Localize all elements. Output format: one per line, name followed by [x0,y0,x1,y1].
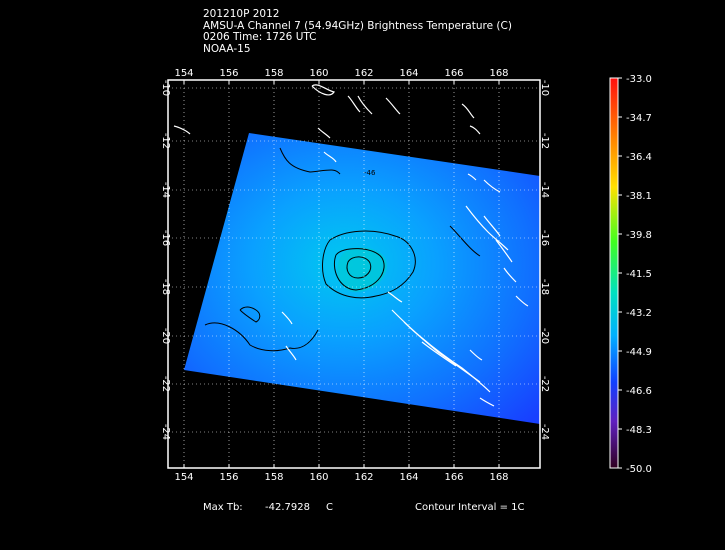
lon-label-bottom: 156 [219,472,238,483]
contour-interval: Contour Interval = 1C [415,502,525,513]
color-bar-label: -44.9 [626,347,652,358]
color-bar-label: -33.0 [626,74,652,85]
lat-label-right: -16 [539,230,550,246]
image-header: 201210P 2012 AMSU-A Channel 7 (54.94GHz)… [203,8,512,55]
lon-label-top: 156 [219,68,238,79]
lon-label-bottom: 168 [489,472,508,483]
max-tb-unit: C [326,502,333,513]
lon-label-bottom: 164 [399,472,418,483]
lat-label-left: -22 [160,376,171,392]
lat-label-right: -24 [539,424,550,440]
color-bar-label: -38.1 [626,191,652,202]
lat-label-right: -10 [539,80,550,96]
warm-core-region [337,247,387,292]
lat-label-left: -24 [160,424,171,440]
lon-label-top: 154 [174,68,193,79]
header-channel: AMSU-A Channel 7 (54.94GHz) Brightness T… [203,19,512,32]
coastlines [173,84,529,407]
contour-label: -46 [364,169,376,177]
header-time: 0206 Time: 1726 UTC [203,31,317,44]
color-bar [610,78,618,468]
lat-label-left: -12 [160,133,171,149]
lon-label-top: 166 [444,68,463,79]
color-bar-label: -48.3 [626,425,652,436]
lat-label-right: -12 [539,133,550,149]
lat-lon-grid [168,80,540,468]
lat-label-left: -20 [160,328,171,344]
lon-label-bottom: 162 [354,472,373,483]
lat-label-left: -18 [160,279,171,295]
color-bar-label: -34.7 [626,113,652,124]
lon-label-bottom: 154 [174,472,193,483]
axis-ticks [183,80,500,468]
contour-lines [204,147,481,352]
lon-label-bottom: 166 [444,472,463,483]
lat-label-left: -16 [160,230,171,246]
lat-label-left: -10 [160,80,171,96]
color-bar-label: -50.0 [626,464,652,475]
lon-label-top: 168 [489,68,508,79]
lon-label-top: 164 [399,68,418,79]
max-tb-value: -42.7928 [265,502,310,513]
lat-label-left: -14 [160,182,171,198]
color-bar-ticks [618,77,622,469]
lat-label-right: -14 [539,182,550,198]
lon-label-top: 158 [264,68,283,79]
lat-label-right: -22 [539,376,550,392]
lon-label-top: 162 [354,68,373,79]
color-bar-label: -39.8 [626,230,652,241]
header-storm-id: 201210P 2012 [203,8,280,20]
color-bar-label: -41.5 [626,269,652,280]
header-satellite: NOAA-15 [203,42,251,55]
lat-label-right: -18 [539,279,550,295]
color-bar-label: -46.6 [626,386,652,397]
lon-label-bottom: 160 [309,472,328,483]
map-frame [167,79,541,469]
lon-label-bottom: 158 [264,472,283,483]
color-bar-label: -36.4 [626,152,652,163]
lat-label-right: -20 [539,328,550,344]
lon-label-top: 160 [309,68,328,79]
color-bar-label: -43.2 [626,308,652,319]
max-tb-label: Max Tb: [203,502,243,513]
